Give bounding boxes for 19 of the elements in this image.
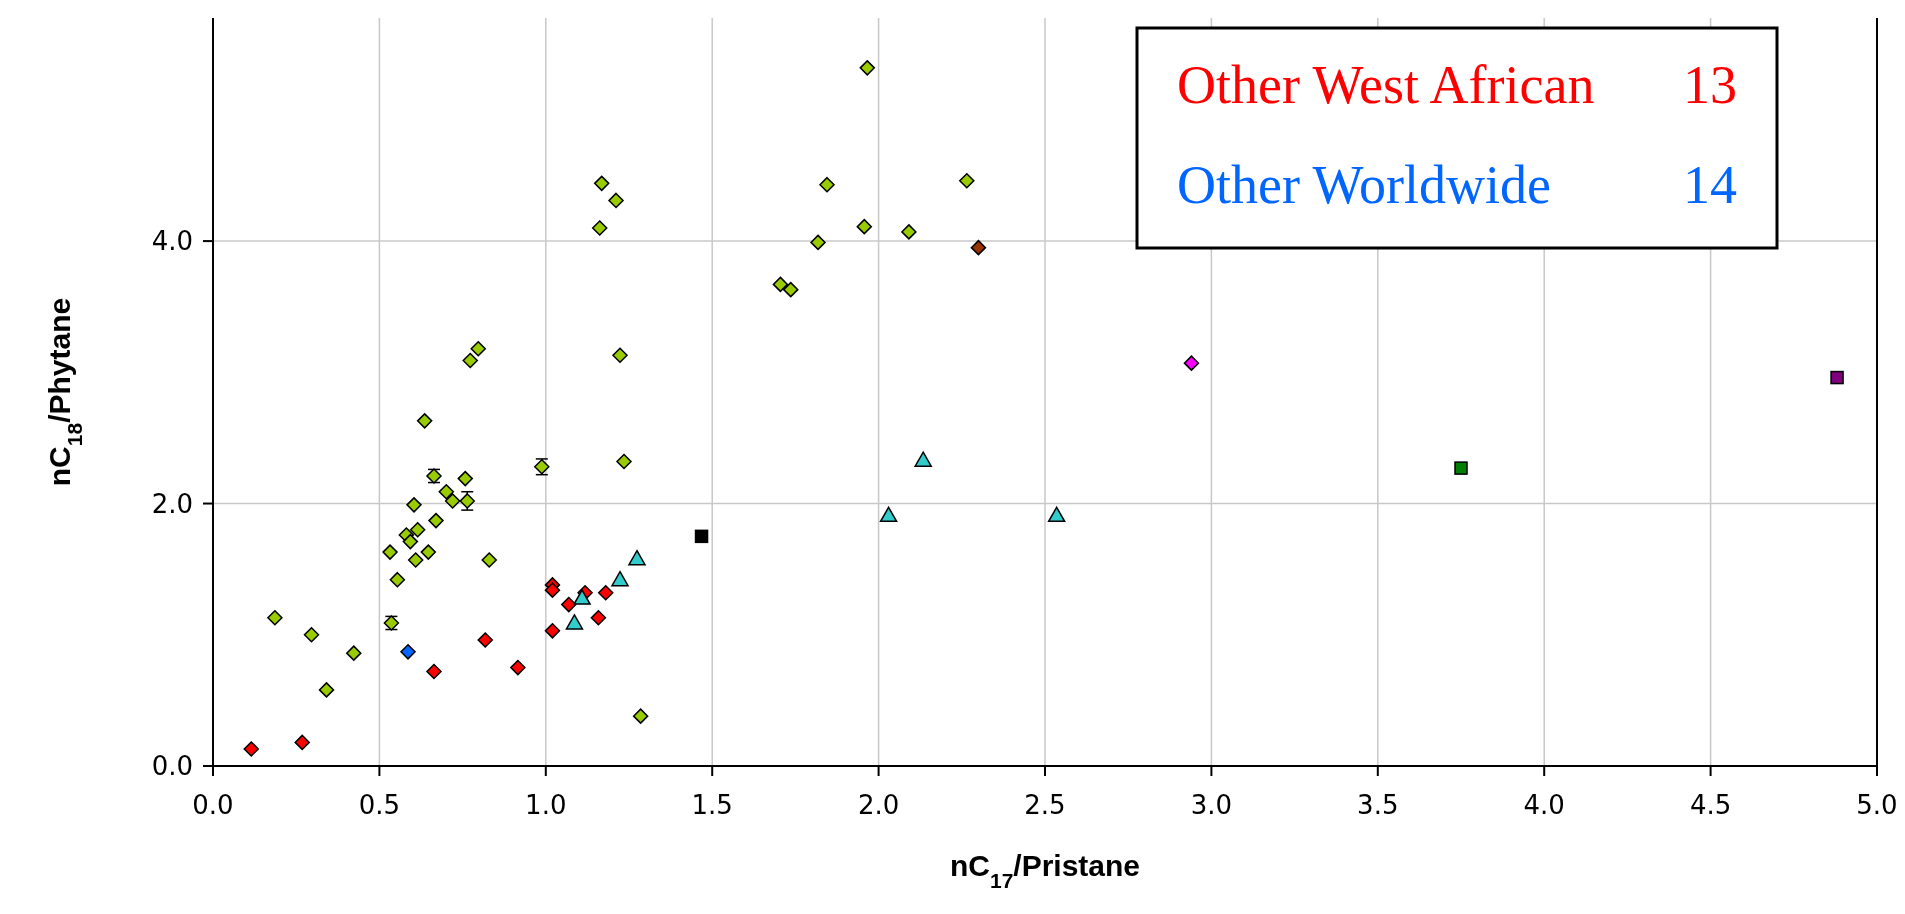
x-tick-label: 2.0 — [857, 790, 900, 820]
x-tick-label: 4.0 — [1523, 790, 1565, 820]
x-tick-label: 4.5 — [1689, 790, 1732, 820]
x-axis-title: nC$_{17}$/Pristane — [949, 849, 1141, 892]
x-tick-label: 0.5 — [358, 790, 401, 820]
x-tick-label: 1.5 — [691, 790, 733, 820]
x-tick-label: 0.0 — [192, 790, 234, 820]
text: Other Worldwide — [1177, 155, 1552, 215]
y-tick-label: 0.0 — [151, 751, 193, 781]
y-tick-label: 4.0 — [151, 226, 193, 257]
text: Other West African — [1177, 55, 1595, 115]
x-tick-label: 5.0 — [1856, 790, 1898, 820]
x-tick-label: 3.0 — [1190, 790, 1233, 820]
annotation: 14 — [1683, 155, 1737, 215]
y-tick-label: 2.0 — [151, 488, 193, 519]
x-tick-label: 3.5 — [1357, 790, 1399, 820]
x-tick-label: 1.0 — [525, 790, 567, 820]
x-tick-label: 2.5 — [1024, 790, 1066, 820]
annotation: 13 — [1683, 55, 1737, 115]
